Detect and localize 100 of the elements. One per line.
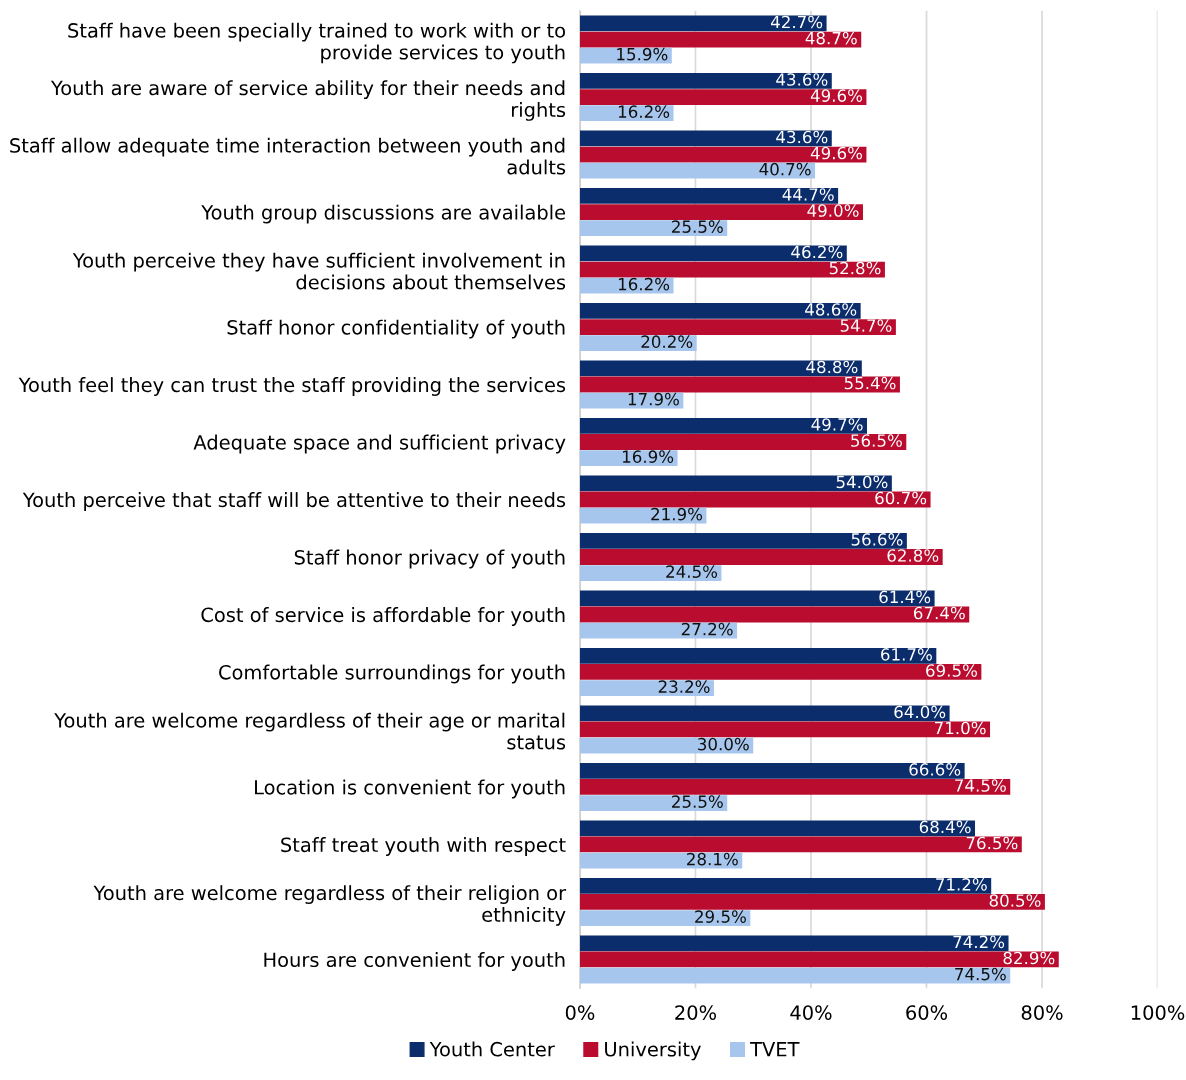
bar	[579, 335, 697, 351]
data-label: 28.1%	[687, 852, 738, 866]
data-label: 64.0%	[894, 705, 946, 719]
data-label: 21.9%	[651, 507, 703, 521]
data-label: 54.0%	[836, 475, 888, 489]
data-label: 40.7%	[759, 162, 811, 176]
data-label: 74.5%	[955, 967, 1006, 981]
legend-label: Youth Center	[429, 1041, 555, 1057]
bar	[579, 590, 935, 607]
data-label: 30.0%	[698, 737, 749, 751]
bar	[579, 261, 885, 278]
y-tick-label: Staff honor confidentiality of youth	[227, 319, 565, 339]
y-tick-label: Youth perceive that staff will be attentive to their needs	[22, 492, 566, 511]
data-label: 49.6%	[810, 146, 863, 160]
y-tick-label: Staff allow adequate time interaction between youth and adults	[10, 137, 566, 175]
bar	[579, 245, 847, 262]
data-label: 80.5%	[989, 894, 1041, 907]
bar	[579, 360, 862, 377]
data-label: 27.2%	[681, 622, 733, 636]
bar	[579, 877, 992, 894]
bar	[579, 606, 970, 623]
data-label: 43.6%	[776, 130, 828, 144]
bar	[579, 935, 1009, 952]
bar	[579, 162, 816, 179]
bar	[579, 951, 1059, 968]
data-label: 42.7%	[770, 15, 823, 29]
data-label: 61.7%	[881, 648, 932, 661]
bar	[579, 15, 827, 32]
data-label: 52.8%	[829, 261, 881, 275]
data-label: 62.8%	[887, 549, 939, 562]
bar	[579, 220, 728, 237]
data-label: 20.2%	[641, 335, 693, 348]
y-tick-label: Hours are convenient for youth	[264, 952, 565, 971]
bar	[579, 376, 900, 393]
y-tick-label: Youth are welcome regardless of their age or marital status	[54, 712, 566, 750]
bar	[579, 721, 991, 738]
bar	[579, 705, 950, 722]
data-label: 17.9%	[628, 392, 679, 406]
bar	[579, 648, 937, 664]
legend-label: TVET	[750, 1042, 800, 1057]
bar	[579, 491, 931, 508]
data-label: 60.7%	[875, 491, 927, 505]
y-tick-label: Location is convenient for youth	[255, 779, 565, 799]
data-label: 82.9%	[1003, 951, 1055, 965]
bar	[579, 31, 862, 48]
data-label: 54.7%	[840, 319, 892, 332]
data-label: 16.2%	[618, 277, 670, 291]
bar	[579, 188, 839, 204]
data-label: 76.5%	[966, 836, 1018, 850]
data-label: 56.5%	[851, 434, 902, 447]
bar	[579, 894, 1045, 910]
data-label: 67.4%	[914, 606, 965, 620]
data-label: 69.5%	[926, 664, 977, 677]
bar	[579, 146, 867, 163]
data-label: 16.9%	[622, 450, 674, 463]
bar	[579, 105, 674, 122]
bar	[579, 967, 1011, 984]
y-tick-label: Youth are welcome regardless of their religion or ethnicity	[93, 885, 567, 926]
x-tick-label: 20%	[675, 1005, 717, 1020]
data-label: 48.6%	[805, 303, 857, 316]
data-label: 61.4%	[879, 590, 931, 604]
data-label: 49.0%	[807, 204, 859, 217]
y-tick-label: Staff have been specially trained to work with or to provide services to youth	[68, 22, 566, 64]
bar	[579, 664, 982, 680]
y-tick-label: Youth group discussions are available	[201, 204, 566, 224]
bar	[579, 565, 722, 581]
x-tick-label: 60%	[906, 1005, 948, 1020]
data-label: 49.6%	[810, 89, 863, 102]
data-label: 74.2%	[953, 935, 1005, 949]
data-label: 48.7%	[805, 31, 857, 45]
bar	[579, 73, 832, 89]
bar	[579, 89, 867, 105]
x-tick-label: 80%	[1021, 1005, 1063, 1020]
y-tick-label: Youth feel they can trust the staff providing the services	[18, 377, 566, 396]
data-label: 71.0%	[934, 721, 986, 735]
bar	[579, 779, 1011, 795]
bar	[579, 47, 672, 64]
data-label: 55.4%	[844, 376, 896, 390]
y-tick-label: Comfortable surroundings for youth	[219, 664, 565, 684]
bar	[579, 319, 896, 335]
data-label: 74.5%	[955, 779, 1006, 792]
data-label: 71.2%	[936, 878, 987, 891]
data-label: 29.5%	[695, 910, 746, 923]
data-label: 43.6%	[776, 73, 828, 86]
bar	[579, 762, 965, 779]
bar	[579, 533, 907, 549]
bar	[579, 820, 976, 837]
bar	[579, 475, 892, 492]
x-tick-label: 40%	[790, 1005, 832, 1020]
data-label: 15.9%	[617, 47, 668, 61]
data-label: 44.7%	[782, 188, 834, 201]
y-tick-label: Staff honor privacy of youth	[294, 549, 565, 569]
y-tick-label: Adequate space and sufficient privacy	[193, 434, 566, 454]
data-label: 24.5%	[666, 565, 718, 578]
bar	[579, 434, 907, 450]
bar	[579, 795, 728, 811]
y-tick-label: Youth perceive they have sufficient involvement in decisions about themselves	[72, 252, 566, 290]
bar	[579, 680, 714, 696]
bar	[579, 277, 674, 294]
data-label: 16.2%	[618, 105, 670, 118]
